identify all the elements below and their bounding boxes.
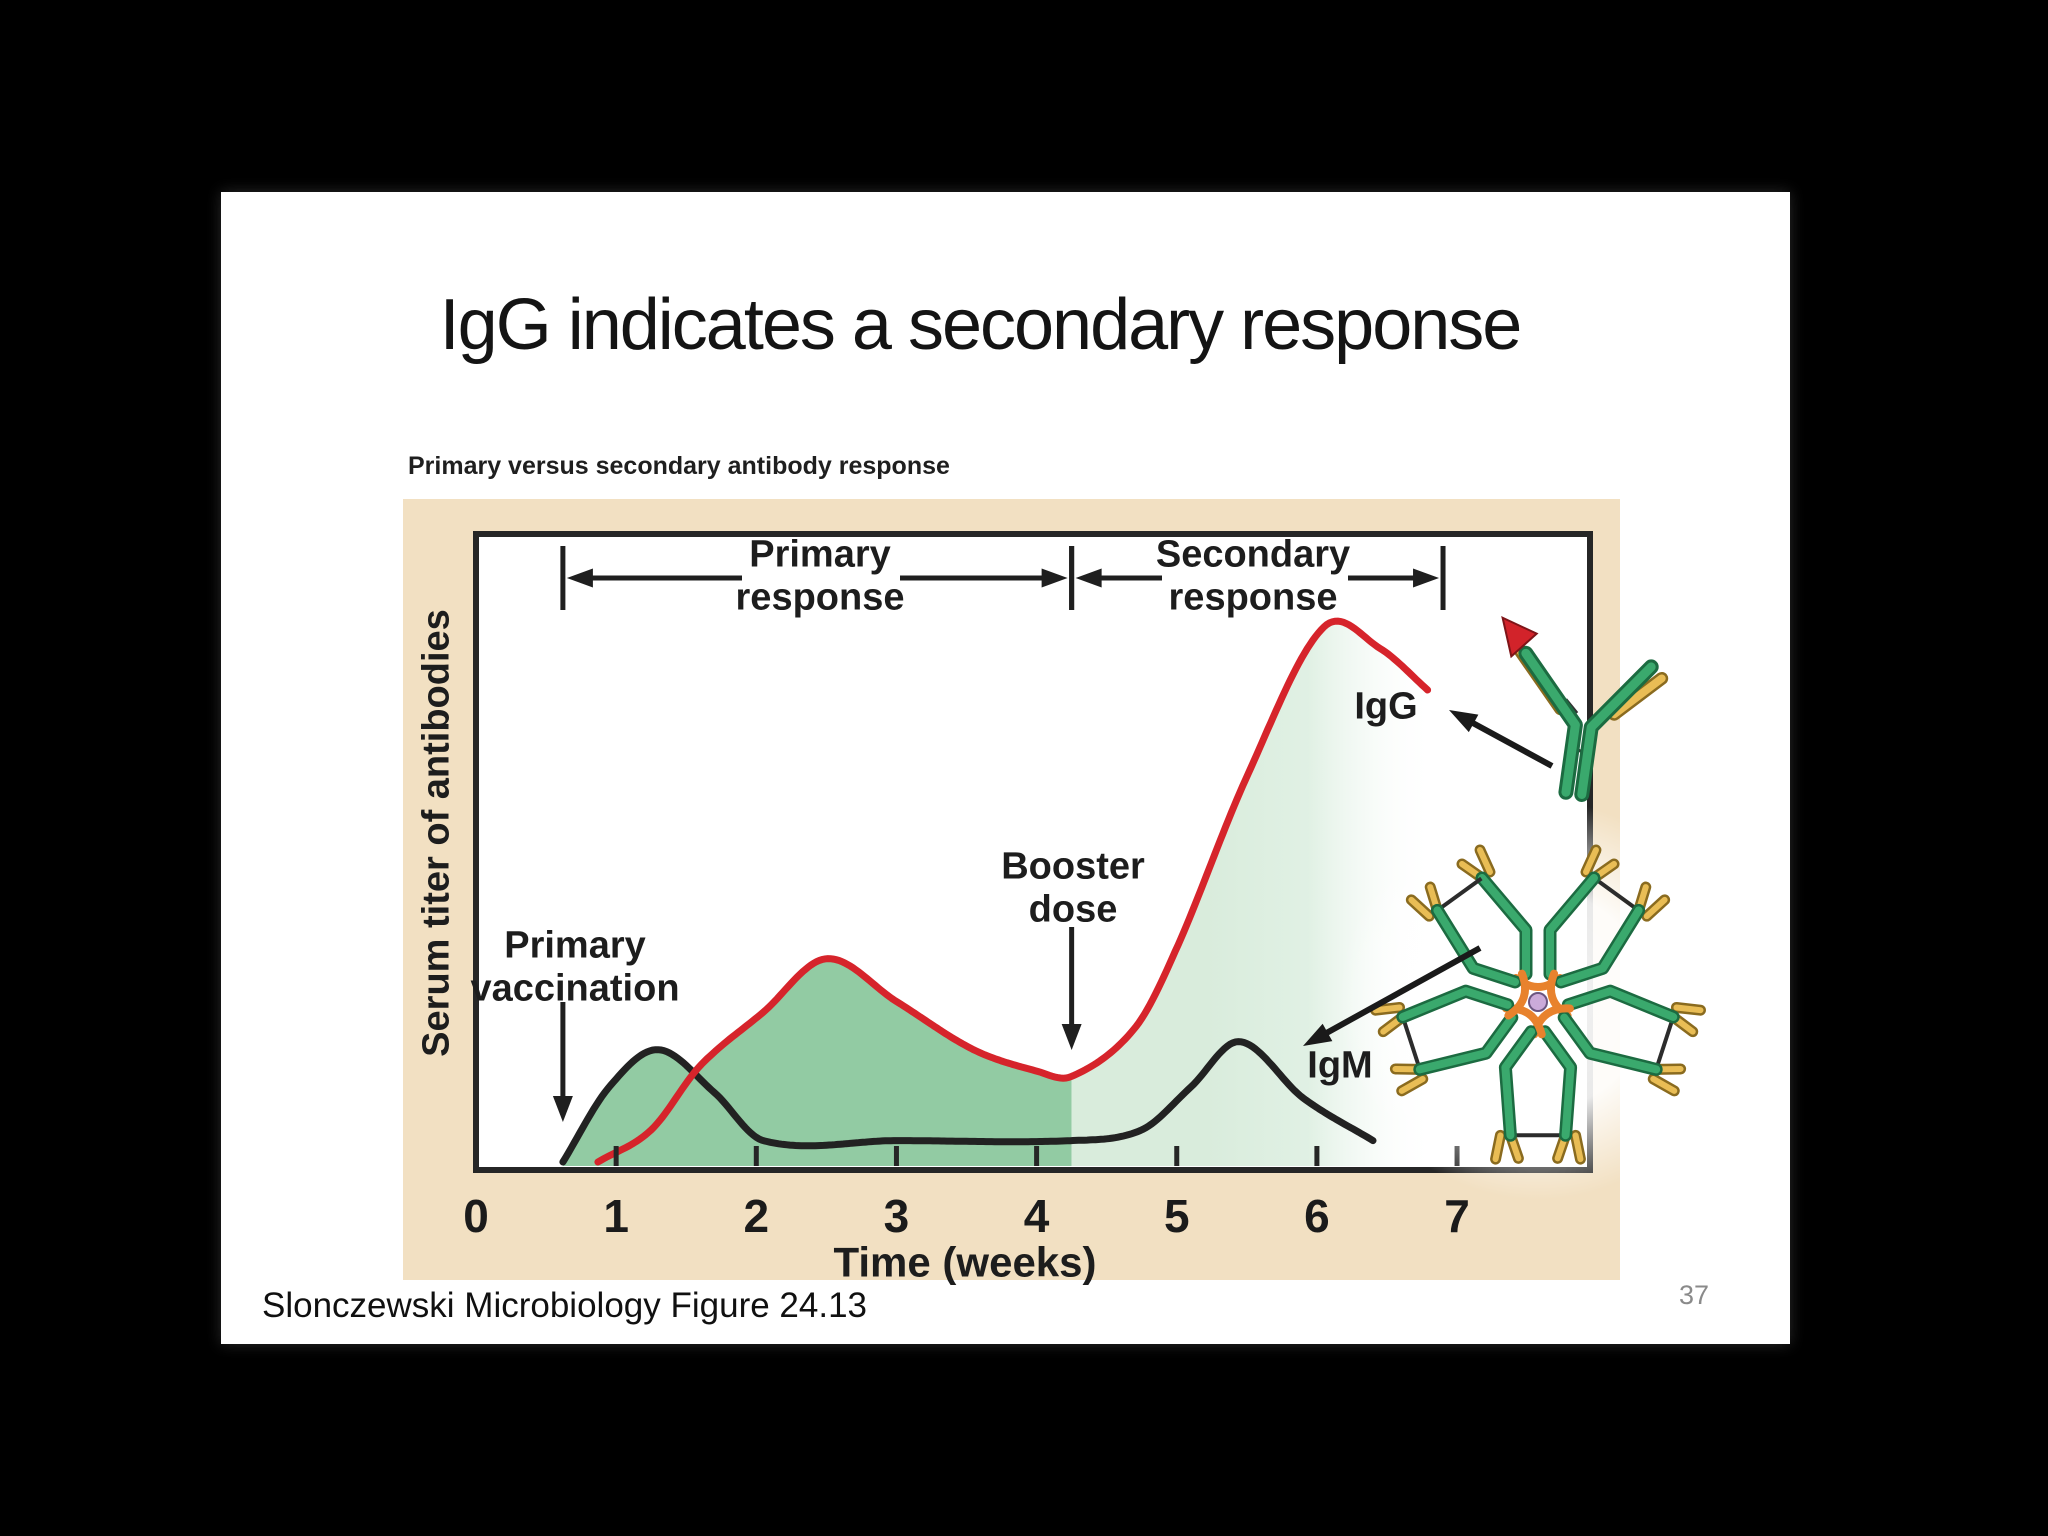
primary-response-label: Primary response bbox=[735, 533, 905, 618]
antibody-response-chart: 0 1 2 3 4 5 6 7 bbox=[463, 531, 1738, 1242]
x-tick-label: 6 bbox=[1304, 1190, 1330, 1242]
page-number: 37 bbox=[1679, 1280, 1710, 1310]
primary-vaccination-label: Primary vaccination bbox=[470, 924, 680, 1009]
x-tick-label: 4 bbox=[1024, 1190, 1050, 1242]
curve-pointer-arrows bbox=[1303, 710, 1554, 1046]
presentation-slide: IgG indicates a secondary response Prima… bbox=[221, 192, 1790, 1344]
slide-title: IgG indicates a secondary response bbox=[439, 285, 1523, 365]
x-tick-label: 5 bbox=[1164, 1190, 1190, 1242]
igg-antibody-icon bbox=[1501, 615, 1669, 802]
secondary-response-label: Secondary response bbox=[1155, 533, 1351, 618]
x-tick-label: 1 bbox=[603, 1190, 629, 1242]
x-tick-label: 3 bbox=[884, 1190, 910, 1242]
x-tick-label: 7 bbox=[1444, 1190, 1470, 1242]
x-tick-label: 0 bbox=[463, 1190, 489, 1242]
curve-fills bbox=[562, 621, 1429, 1166]
annotation-arrows-brackets bbox=[552, 546, 1446, 1122]
figure-heading: Primary versus secondary antibody respon… bbox=[408, 452, 950, 480]
curves bbox=[559, 617, 1432, 1166]
x-axis-title: Time (weeks) bbox=[833, 1238, 1097, 1286]
igm-pentamer-icon bbox=[1370, 844, 1706, 1165]
slide-caption: Slonczewski Microbiology Figure 24.13 bbox=[262, 1286, 867, 1325]
x-tick-label: 2 bbox=[744, 1190, 770, 1242]
booster-dose-label: Booster dose bbox=[1001, 845, 1145, 930]
igg-curve-label: IgG bbox=[1354, 685, 1418, 728]
x-axis-ticks: 0 1 2 3 4 5 6 7 bbox=[463, 1146, 1470, 1242]
igm-curve-label: IgM bbox=[1307, 1044, 1373, 1087]
y-axis-title: Serum titer of antibodies bbox=[415, 609, 458, 1057]
